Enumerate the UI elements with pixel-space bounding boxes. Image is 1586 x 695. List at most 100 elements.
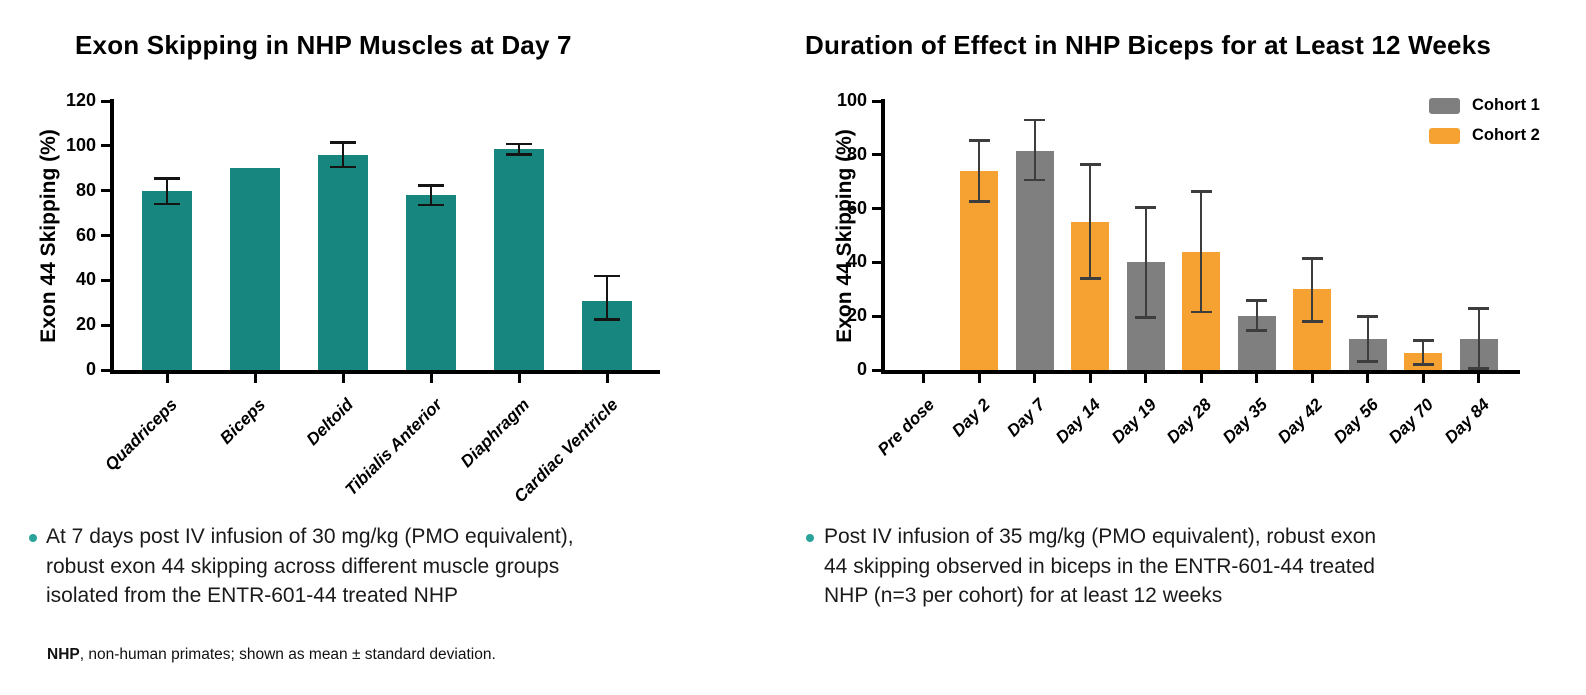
error-bar-cap-bottom (1079, 277, 1101, 280)
chart2-bullet-text: Post IV infusion of 35 mg/kg (PMO equiva… (824, 525, 1377, 607)
error-bar-line (978, 140, 980, 202)
y-tick-label: 0 (85, 359, 96, 379)
y-tick-mark (101, 368, 110, 372)
y-tick-mark (872, 260, 881, 264)
y-tick-mark (872, 314, 881, 318)
cohort1-label: Cohort 1 (1472, 96, 1540, 114)
y-tick-label: 20 (846, 305, 867, 326)
x-tick-mark (1033, 374, 1036, 383)
cohort1-swatch (1429, 97, 1460, 114)
error-bar-cap-top (154, 177, 180, 180)
error-bar-cap-bottom (1357, 360, 1378, 363)
error-bar-cap-top (968, 139, 990, 142)
error-bar-line (166, 178, 168, 205)
y-tick-mark (101, 144, 110, 148)
y-axis-line (881, 99, 885, 374)
y-tick-mark (101, 323, 110, 327)
error-bar-cap-bottom (594, 318, 620, 321)
footnote: NHP, non-human primates; shown as mean ±… (47, 646, 496, 664)
error-bar-cap-bottom (1412, 363, 1434, 366)
footnote-term: NHP (47, 646, 80, 663)
error-bar-cap-bottom (1301, 320, 1323, 323)
y-tick-label: 100 (836, 90, 867, 110)
y-tick-label: 60 (75, 224, 96, 245)
y-tick-mark (101, 278, 110, 282)
y-tick-label: 20 (75, 314, 96, 335)
y-tick-mark (872, 153, 881, 157)
bar-day-2 (960, 170, 998, 370)
error-bar-cap-top (330, 141, 356, 144)
x-tick-label: Day 14 (1052, 394, 1105, 448)
bullet-dot (806, 534, 814, 542)
error-bar-line (1033, 119, 1036, 181)
y-tick-mark (872, 99, 881, 103)
error-bar-cap-bottom (1135, 316, 1156, 319)
legend-row-cohort2: Cohort 2 (1429, 126, 1540, 145)
bullet-dot (29, 534, 37, 542)
y-tick-mark (101, 189, 110, 193)
x-tick-label: Day 84 (1440, 394, 1493, 448)
error-bar-line (1255, 300, 1258, 331)
bar-biceps (230, 168, 280, 370)
error-bar-line (1200, 191, 1202, 313)
error-bar-line (342, 142, 344, 168)
error-bar-cap-top (1468, 307, 1489, 310)
x-tick-mark (517, 374, 521, 383)
x-tick-mark (1421, 374, 1425, 383)
cohort2-label: Cohort 2 (1472, 126, 1540, 144)
y-axis-line (110, 99, 114, 374)
chart1-bullet-text: At 7 days post IV infusion of 30 mg/kg (… (46, 525, 574, 607)
x-tick-mark (1144, 374, 1147, 383)
error-bar-line (606, 275, 608, 320)
error-bar-line (1366, 316, 1369, 362)
x-tick-mark (1255, 374, 1258, 383)
x-tick-mark (253, 374, 257, 383)
error-bar-line (1144, 207, 1147, 318)
bar-quadriceps (142, 190, 192, 370)
error-bar-line (518, 143, 520, 155)
error-bar-cap-top (1357, 315, 1378, 318)
error-bar-cap-top (506, 142, 532, 146)
error-bar-cap-top (1024, 118, 1045, 122)
x-tick-label: Day 35 (1218, 394, 1271, 448)
x-tick-label: Day 56 (1329, 394, 1382, 448)
error-bar-cap-top (594, 274, 620, 278)
error-bar-cap-bottom (418, 203, 444, 207)
error-bar-cap-bottom (968, 200, 990, 203)
error-bar-line (1422, 340, 1424, 365)
x-tick-label: Day 7 (1003, 394, 1049, 441)
x-tick-mark (1199, 374, 1203, 383)
error-bar-cap-top (1079, 163, 1101, 166)
y-tick-mark (101, 234, 110, 237)
error-bar-cap-top (1190, 190, 1212, 193)
x-tick-mark (429, 374, 433, 383)
x-tick-mark (341, 374, 345, 383)
bar-day-7 (1015, 150, 1054, 370)
y-tick-label: 80 (846, 143, 867, 164)
y-tick-label: 40 (75, 269, 96, 290)
x-tick-mark (1366, 374, 1369, 383)
error-bar-line (1477, 308, 1480, 369)
y-tick-label: 0 (856, 359, 867, 379)
x-tick-mark (977, 374, 981, 383)
chart2-title: Duration of Effect in NHP Biceps for at … (805, 30, 1492, 60)
y-tick-label: 80 (75, 179, 96, 200)
error-bar-cap-bottom (1190, 310, 1212, 314)
bar-deltoid (318, 154, 368, 370)
error-bar-line (430, 185, 432, 206)
y-tick-label: 40 (846, 251, 867, 272)
error-bar-cap-bottom (154, 202, 180, 206)
y-tick-mark (872, 368, 881, 372)
x-tick-label: Day 42 (1274, 394, 1327, 448)
error-bar-line (1089, 164, 1091, 279)
chart2-legend: Cohort 1 Cohort 2 (1429, 96, 1540, 156)
x-tick-mark (165, 374, 169, 383)
x-tick-mark (605, 374, 609, 383)
y-tick-label: 100 (65, 134, 96, 155)
error-bar-cap-top (1246, 299, 1267, 302)
x-tick-label: Day 70 (1385, 394, 1438, 448)
chart1-title: Exon Skipping in NHP Muscles at Day 7 (75, 30, 572, 60)
